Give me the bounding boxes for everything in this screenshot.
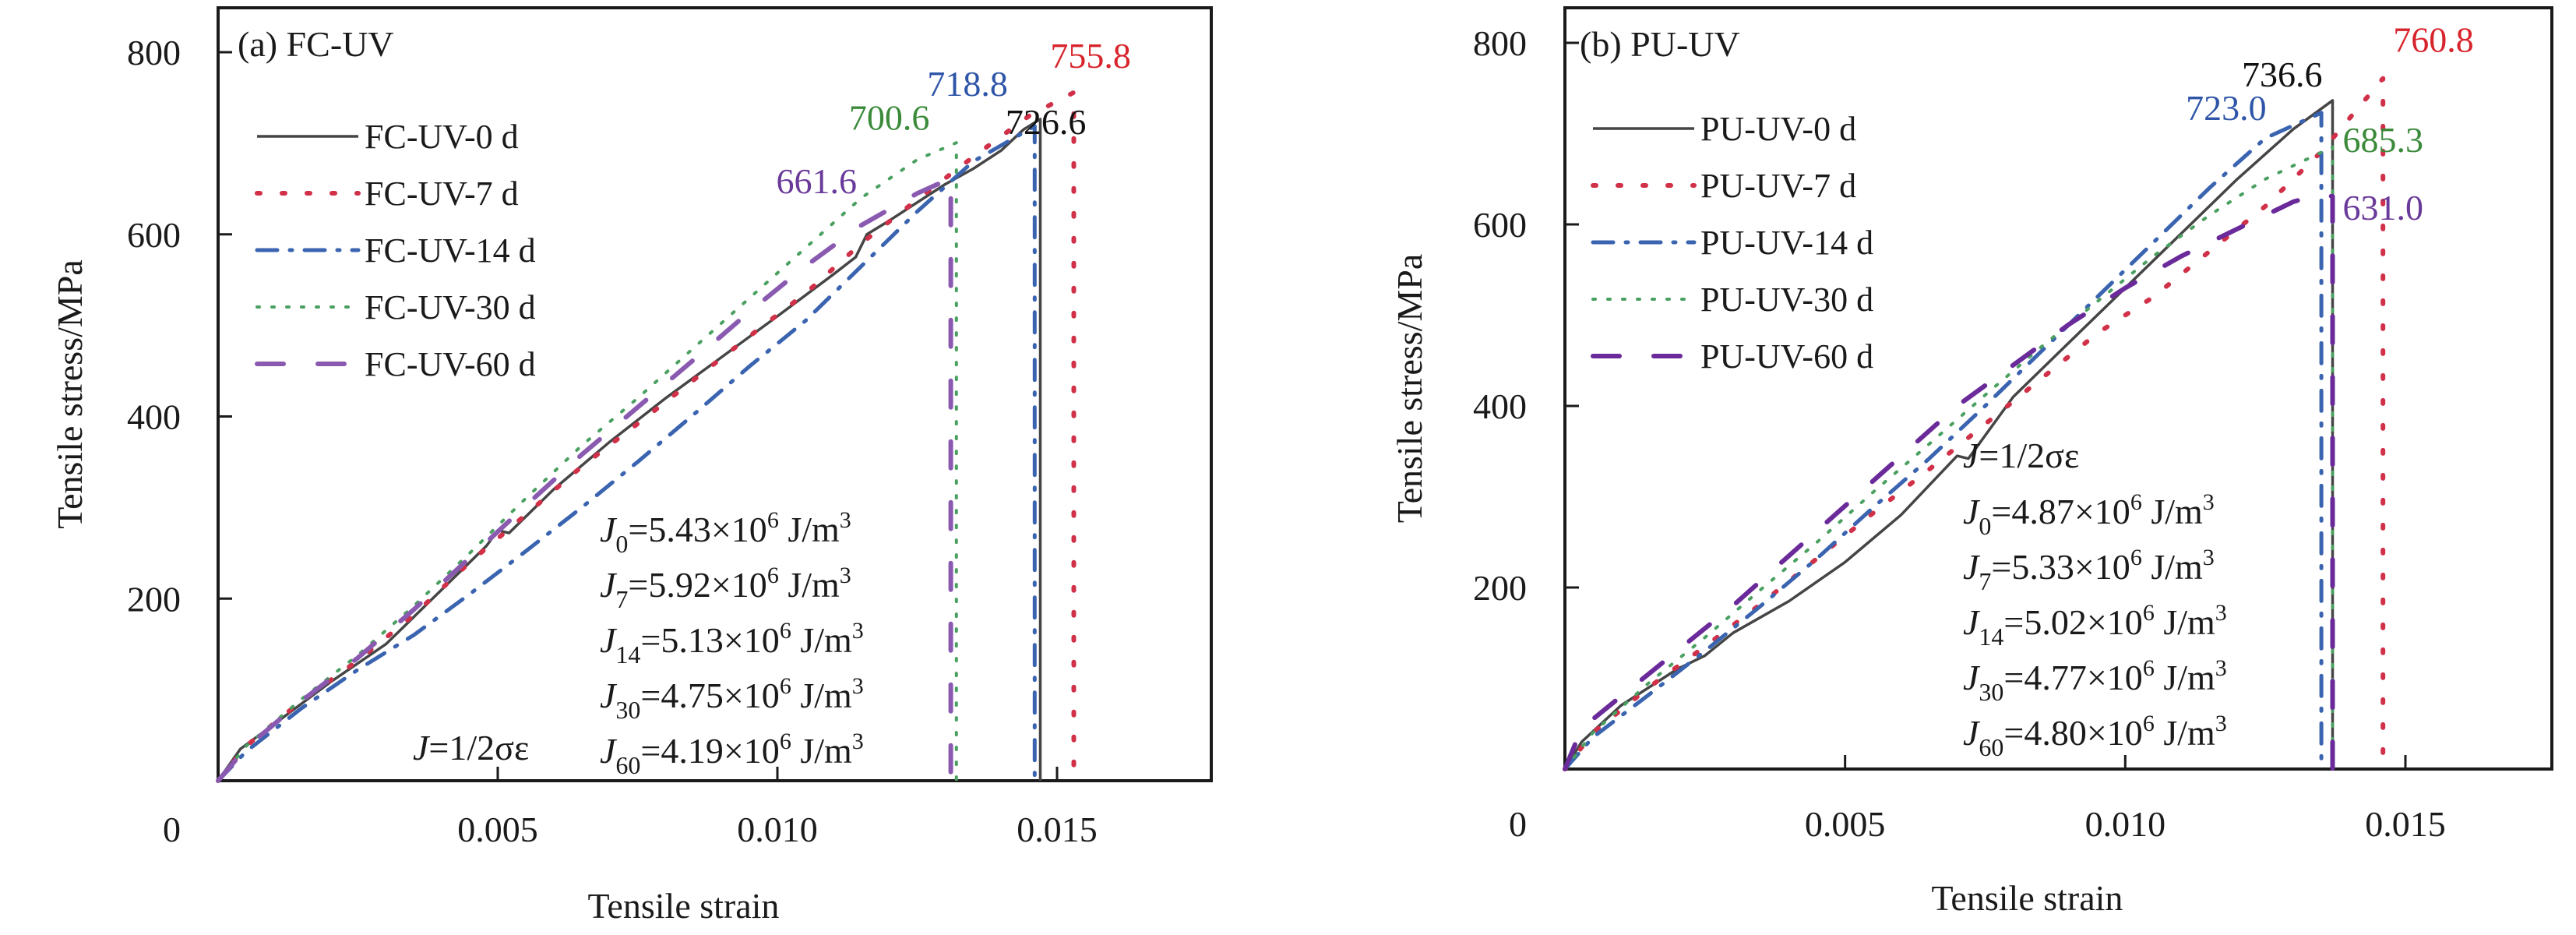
peak-annotation: 718.8 [927,64,1008,104]
y-tick-label: 400 [1473,386,1527,426]
x-tick-label: 0.010 [737,810,818,849]
energy-formula: J60=4.80×106 J/m3 [1963,711,2227,761]
y-tick-label: 600 [1473,205,1527,245]
series-line-pu-uv-60d [1563,192,2335,771]
energy-formula: J30=4.75×106 J/m3 [600,673,864,724]
y-tick-label: 800 [1473,23,1527,63]
energy-formula: J7=5.92×106 J/m3 [600,563,851,613]
y-tick-label: 0 [1509,804,1527,844]
x-tick-label: 0.015 [1017,810,1098,849]
x-tick-label: 0.005 [457,810,538,849]
peak-annotation: 736.6 [2242,55,2323,94]
energy-formula: J60=4.19×106 J/m3 [600,729,864,779]
y-axis-title: Tensile stress/MPa [1390,254,1429,524]
y-tick-label: 600 [127,215,181,255]
y-tick-label: 200 [1473,568,1527,608]
peak-annotation: 700.6 [849,97,930,137]
plot-frame [1563,6,2553,771]
peak-annotation: 726.6 [1006,102,1087,142]
series-line-fc-uv-14d [216,124,1037,783]
energy-formula: J0=5.43×106 J/m3 [600,507,851,558]
legend-label: FC-UV-7 d [365,175,519,213]
energy-definition: J=1/2σε [1963,436,2079,475]
y-tick-label: 0 [163,810,181,849]
peak-annotation: 760.8 [2393,20,2474,60]
plot-frame [217,6,1213,782]
legend-label: PU-UV-14 d [1700,224,1873,262]
x-axis-title: Tensile strain [1932,878,2123,918]
peak-annotation: 685.3 [2342,120,2423,160]
chart-panel-a: 0 200 400 600 800 0.005 0.010 0.015 Tensile stra… [50,6,1213,926]
energy-formula: J0=4.87×106 J/m3 [1963,489,2215,540]
peak-annotation: 661.6 [777,161,858,201]
panel-title: (b) PU-UV [1580,24,1740,64]
x-tick-label: 0.015 [2365,804,2446,844]
energy-formula: J7=5.33×106 J/m3 [1963,545,2215,595]
y-tick-label: 800 [127,33,181,72]
peak-annotation: 755.8 [1050,36,1131,76]
y-tick-label: 400 [127,397,181,437]
energy-definition: J=1/2σε [413,728,529,767]
legend-label: FC-UV-14 d [365,231,536,270]
panel-title: (a) FC-UV [238,24,394,64]
series-line-fc-uv-7d [216,90,1077,783]
x-axis-title: Tensile strain [588,886,780,926]
legend-label: PU-UV-30 d [1700,280,1873,319]
x-tick-label: 0.010 [2085,804,2166,844]
series-line-pu-uv-14d [1563,111,2324,771]
energy-formula: J14=5.02×106 J/m3 [1963,600,2227,651]
series-line-pu-uv-7d [1563,76,2386,771]
peak-annotation: 631.0 [2342,188,2423,228]
energy-formula: J30=4.77×106 J/m3 [1963,655,2227,706]
legend-label: PU-UV-0 d [1700,110,1856,148]
y-tick-label: 200 [127,579,181,619]
energy-formula: J14=5.13×106 J/m3 [600,618,864,669]
chart-panel-b: 0 200 400 600 800 0.005 0.010 0.015 Tensile stra… [1390,6,2553,918]
legend-label: PU-UV-60 d [1700,337,1873,376]
y-axis-title: Tensile stress/MPa [50,259,90,529]
x-tick-label: 0.005 [1805,804,1886,844]
legend-label: FC-UV-0 d [365,118,519,156]
legend-label: FC-UV-60 d [365,345,536,383]
peak-annotation: 723.0 [2186,88,2267,128]
legend-label: FC-UV-30 d [365,288,536,326]
legend-label: PU-UV-7 d [1700,167,1856,205]
series-line-fc-uv-30d [217,141,958,782]
